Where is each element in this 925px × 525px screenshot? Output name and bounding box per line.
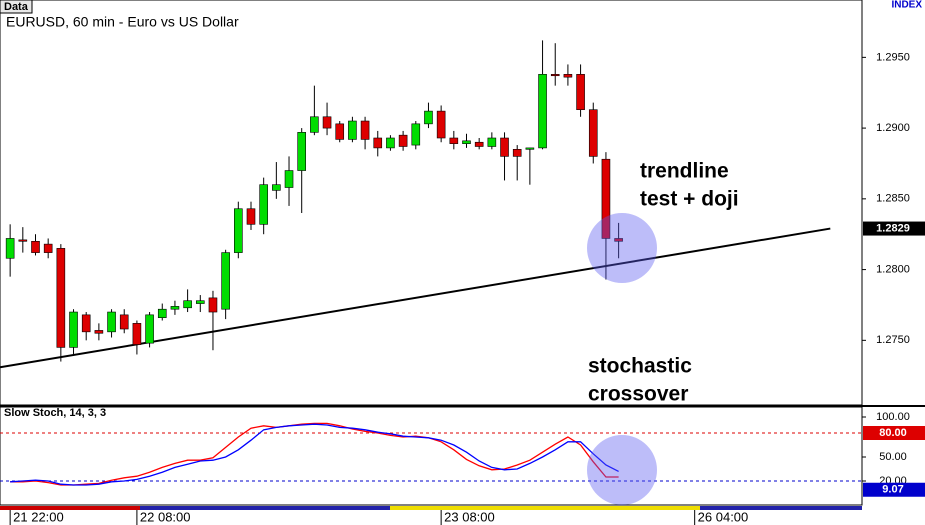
level-badge-label: 80.00 bbox=[879, 427, 907, 439]
level-badge-label: 9.07 bbox=[882, 484, 903, 496]
candle-body bbox=[550, 74, 560, 77]
candle-body bbox=[107, 311, 116, 333]
candle-body bbox=[246, 208, 256, 225]
index-box bbox=[868, 0, 925, 10]
candle-body bbox=[373, 137, 383, 149]
candle-body bbox=[322, 116, 332, 129]
plot: 1.2750 1.2800 1.2850 1.2900 1.2950 1.2829 100.… bbox=[0, 40, 925, 525]
candle-body bbox=[69, 311, 78, 348]
tab-label[interactable]: Data bbox=[4, 1, 29, 13]
level-badge bbox=[863, 482, 925, 497]
candle-body bbox=[195, 300, 205, 304]
candle-body bbox=[335, 123, 345, 140]
y-tick-label: 1.2900 bbox=[876, 122, 910, 134]
candle-body bbox=[576, 74, 585, 111]
candle-body bbox=[386, 137, 395, 149]
candle-body bbox=[43, 243, 53, 253]
candle-body bbox=[234, 208, 243, 253]
y-tick-label: 1.2950 bbox=[876, 51, 910, 63]
candle-body bbox=[500, 137, 509, 157]
x-tick-label: 23 08:00 bbox=[444, 509, 495, 524]
candle-body bbox=[221, 252, 230, 310]
tab[interactable] bbox=[0, 0, 33, 14]
candle-body bbox=[424, 110, 433, 125]
candle-body bbox=[563, 74, 573, 78]
annotation: crossover bbox=[588, 383, 688, 406]
annotation: stochastic bbox=[588, 355, 692, 378]
chart-title: EURUSD, 60 min - Euro vs US Dollar bbox=[6, 14, 239, 30]
candle-body bbox=[487, 137, 497, 147]
candle-body bbox=[588, 109, 598, 157]
candle-body bbox=[512, 149, 522, 157]
candle-body bbox=[259, 184, 268, 225]
stoch-line bbox=[10, 423, 619, 486]
candle-body bbox=[5, 238, 15, 259]
annotation: trendline bbox=[640, 160, 729, 183]
candle-body bbox=[348, 120, 357, 140]
candle-body bbox=[272, 184, 281, 191]
candle-body bbox=[145, 314, 154, 344]
candle-body bbox=[81, 314, 91, 333]
strip bbox=[0, 506, 140, 510]
y-tick-label: 100.00 bbox=[876, 411, 910, 423]
strip bbox=[140, 506, 390, 510]
y-tick-label: 1.2750 bbox=[876, 334, 910, 346]
x-tick-label: 26 04:00 bbox=[698, 509, 749, 524]
candle-body bbox=[94, 330, 104, 334]
y-tick-label: 50.00 bbox=[879, 451, 907, 463]
candle-body bbox=[297, 132, 307, 171]
highlight-circle bbox=[587, 435, 657, 505]
candle-body bbox=[208, 297, 218, 313]
candle-body bbox=[56, 248, 66, 348]
stoch-title: Slow Stoch, 14, 3, 3 bbox=[4, 407, 106, 419]
candle-body bbox=[360, 120, 370, 140]
candle-body bbox=[18, 239, 28, 242]
candle-body bbox=[170, 306, 180, 310]
level-badge bbox=[863, 426, 925, 440]
candle-body bbox=[601, 158, 611, 239]
y-tick-label: 1.2800 bbox=[876, 263, 910, 275]
strip bbox=[390, 506, 700, 510]
candle-body bbox=[462, 140, 471, 144]
x-tick-label: 22 08:00 bbox=[140, 509, 191, 524]
candle-body bbox=[310, 116, 319, 133]
annotation: test + doji bbox=[640, 188, 739, 211]
index-label: INDEX bbox=[891, 0, 922, 11]
strip bbox=[700, 506, 862, 510]
candle-body bbox=[183, 300, 192, 309]
candle-body bbox=[525, 147, 535, 150]
x-tick-label: 21 22:00 bbox=[13, 509, 64, 524]
highlight-circle bbox=[587, 213, 657, 283]
candle-body bbox=[614, 238, 623, 242]
candle-body bbox=[474, 141, 484, 147]
candle-body bbox=[436, 110, 446, 139]
time-strip bbox=[0, 506, 862, 510]
stoch-line bbox=[10, 422, 619, 486]
candle-body bbox=[538, 74, 547, 149]
price-badge bbox=[863, 221, 925, 236]
candle-body bbox=[119, 314, 129, 330]
candle-body bbox=[284, 170, 294, 188]
candle-body bbox=[132, 323, 142, 345]
candle-body bbox=[157, 308, 167, 318]
price-badge-label: 1.2829 bbox=[876, 222, 910, 234]
candle-body bbox=[31, 240, 40, 253]
candle-body bbox=[398, 134, 408, 147]
candle-body bbox=[449, 137, 459, 144]
candle-body bbox=[411, 123, 421, 146]
y-tick-label: 1.2850 bbox=[876, 193, 910, 205]
